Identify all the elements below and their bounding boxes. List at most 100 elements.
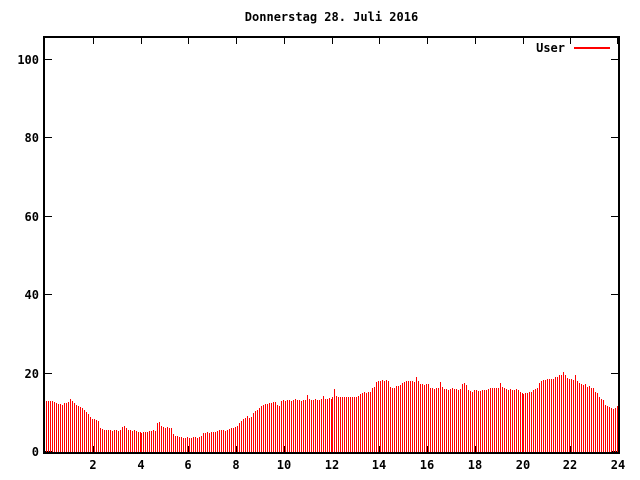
bar: [78, 406, 79, 452]
y-tick: [45, 373, 52, 374]
bar: [225, 431, 226, 452]
bar: [157, 423, 158, 452]
bar: [573, 380, 574, 452]
bar: [488, 389, 489, 452]
bar: [271, 403, 272, 452]
bar: [525, 393, 526, 452]
bar: [118, 431, 119, 452]
bar: [177, 436, 178, 452]
x-tick: [427, 446, 428, 452]
bar: [106, 430, 107, 452]
bar: [245, 418, 246, 452]
bar: [583, 385, 584, 452]
x-tick-label: 16: [419, 458, 435, 472]
bar: [90, 417, 91, 452]
bar: [414, 382, 415, 452]
x-tick: [332, 38, 333, 44]
x-tick: [617, 38, 618, 44]
bar: [454, 389, 455, 452]
bar: [219, 430, 220, 452]
bar: [434, 389, 435, 452]
bar: [468, 390, 469, 452]
bar: [82, 408, 83, 452]
bar: [62, 405, 63, 452]
bar: [613, 409, 614, 452]
bar: [141, 433, 142, 452]
bar: [321, 399, 322, 452]
bar: [442, 387, 443, 452]
bar: [478, 391, 479, 452]
bar: [366, 393, 367, 452]
bar: [340, 397, 341, 452]
y-tick-label: 60: [24, 210, 39, 224]
bar: [201, 436, 202, 452]
bar: [607, 406, 608, 452]
bar: [181, 437, 182, 452]
bar: [68, 402, 69, 452]
bar: [571, 379, 572, 452]
bar: [72, 401, 73, 452]
bar: [217, 431, 218, 452]
bar: [368, 392, 369, 452]
bar: [132, 431, 133, 452]
bar: [470, 391, 471, 452]
bar: [58, 404, 59, 452]
bar: [331, 399, 332, 452]
bar: [165, 428, 166, 452]
bar: [480, 391, 481, 452]
bar: [378, 381, 379, 452]
bar: [76, 405, 77, 452]
y-tick: [45, 59, 52, 60]
bar: [482, 390, 483, 452]
bar: [529, 392, 530, 452]
bar: [410, 381, 411, 452]
x-tick: [427, 38, 428, 44]
x-tick: [284, 446, 285, 452]
bar: [153, 430, 154, 452]
y-tick-label: 20: [24, 367, 39, 381]
bar: [84, 410, 85, 452]
bar: [151, 431, 152, 452]
bar: [390, 387, 391, 452]
x-tick: [141, 38, 142, 44]
bar: [126, 428, 127, 452]
bar: [605, 405, 606, 452]
bar: [235, 427, 236, 452]
x-tick-label: 6: [184, 458, 192, 472]
bar: [299, 400, 300, 452]
bar: [563, 372, 564, 452]
bar: [617, 406, 618, 452]
bar: [430, 388, 431, 452]
legend-label: User: [536, 41, 565, 55]
bar: [514, 390, 515, 452]
bar: [402, 383, 403, 452]
bar: [303, 400, 304, 452]
bar: [231, 428, 232, 452]
y-tick: [45, 294, 52, 295]
bar: [183, 438, 184, 452]
bar: [336, 396, 337, 452]
bar: [269, 403, 270, 452]
y-tick: [611, 137, 618, 138]
bar: [569, 379, 570, 452]
bar: [334, 389, 335, 452]
bar: [535, 389, 536, 452]
bar: [70, 399, 71, 452]
bar: [64, 403, 65, 452]
bar: [438, 388, 439, 452]
bar: [567, 378, 568, 452]
x-tick-label: 12: [324, 458, 340, 472]
bar: [149, 431, 150, 452]
bar: [104, 430, 105, 452]
bar: [203, 433, 204, 452]
x-tick: [284, 38, 285, 44]
bar: [472, 392, 473, 452]
bar: [257, 410, 258, 452]
bar: [420, 384, 421, 452]
bar: [543, 380, 544, 452]
bar: [259, 408, 260, 452]
chart-title: Donnerstag 28. Juli 2016: [244, 10, 419, 24]
bar: [595, 392, 596, 452]
bar: [360, 394, 361, 452]
y-tick: [45, 137, 52, 138]
